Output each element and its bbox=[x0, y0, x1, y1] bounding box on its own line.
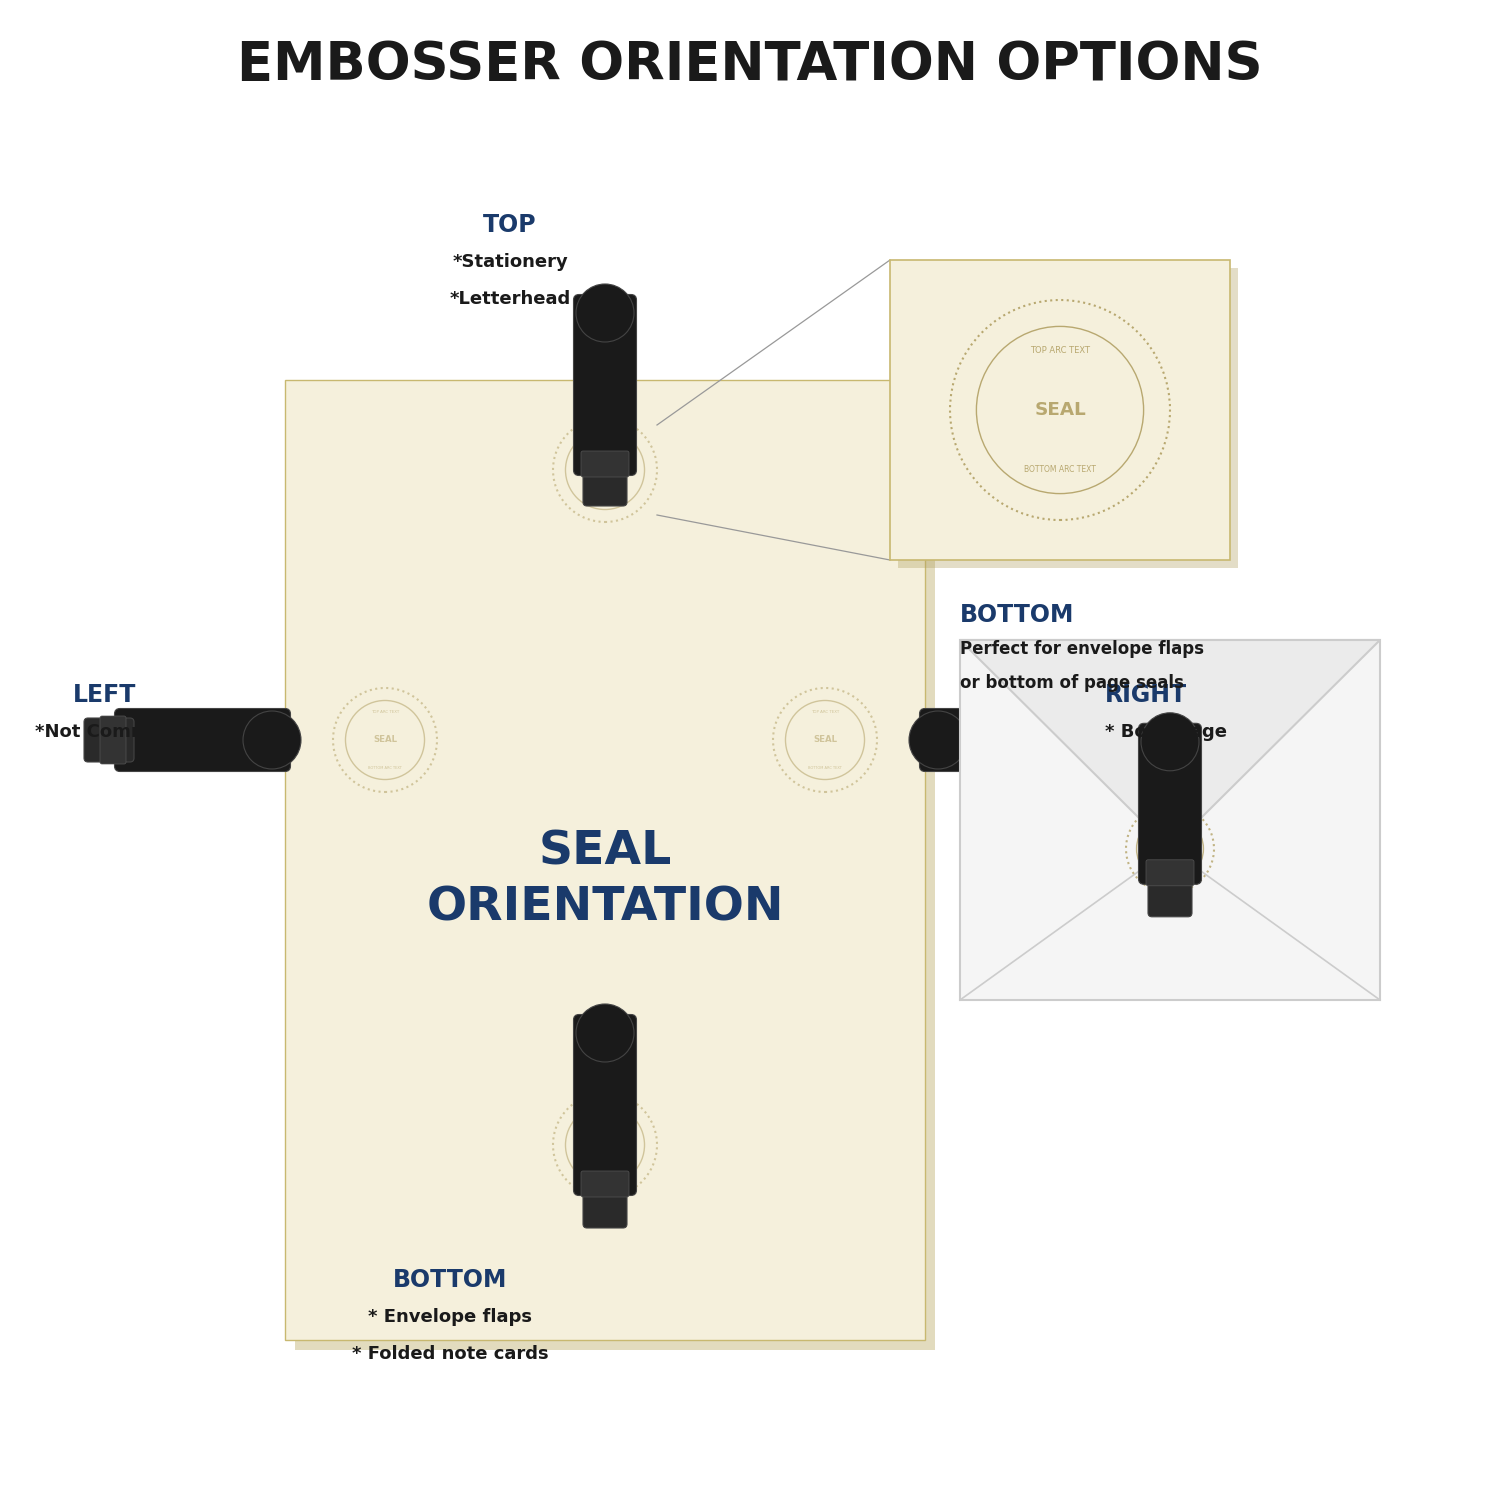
Circle shape bbox=[567, 432, 644, 508]
Circle shape bbox=[1138, 816, 1202, 880]
FancyBboxPatch shape bbox=[296, 390, 934, 1350]
Circle shape bbox=[576, 1004, 634, 1062]
FancyBboxPatch shape bbox=[890, 260, 1230, 560]
Text: * Envelope flaps: * Envelope flaps bbox=[368, 1308, 532, 1326]
Text: SEAL
ORIENTATION: SEAL ORIENTATION bbox=[426, 830, 784, 930]
Circle shape bbox=[243, 711, 302, 770]
Text: BOTTOM ARC TEXT: BOTTOM ARC TEXT bbox=[368, 766, 402, 770]
Text: SEAL: SEAL bbox=[374, 735, 398, 744]
Text: SEAL: SEAL bbox=[1034, 400, 1086, 418]
Text: TOP ARC TEXT: TOP ARC TEXT bbox=[812, 710, 838, 714]
Polygon shape bbox=[960, 640, 1380, 849]
Circle shape bbox=[346, 702, 423, 778]
Text: TOP: TOP bbox=[483, 213, 537, 237]
Text: TOP ARC TEXT: TOP ARC TEXT bbox=[591, 1114, 620, 1119]
FancyBboxPatch shape bbox=[1146, 859, 1194, 886]
Text: * Book page: * Book page bbox=[1106, 723, 1227, 741]
Text: TOP ARC TEXT: TOP ARC TEXT bbox=[1030, 346, 1090, 355]
FancyBboxPatch shape bbox=[580, 1172, 628, 1197]
Text: LEFT: LEFT bbox=[74, 682, 136, 706]
Circle shape bbox=[980, 330, 1140, 490]
Text: RIGHT: RIGHT bbox=[1106, 682, 1186, 706]
Text: *Not Common: *Not Common bbox=[34, 723, 176, 741]
Text: SEAL: SEAL bbox=[592, 465, 616, 474]
FancyBboxPatch shape bbox=[84, 718, 134, 762]
Text: SEAL: SEAL bbox=[592, 1140, 616, 1149]
Text: SEAL: SEAL bbox=[1160, 846, 1180, 852]
Text: Perfect for envelope flaps: Perfect for envelope flaps bbox=[960, 640, 1204, 658]
Circle shape bbox=[1142, 712, 1198, 771]
Circle shape bbox=[576, 284, 634, 342]
Text: BOTTOM ARC TEXT: BOTTOM ARC TEXT bbox=[1154, 870, 1186, 874]
Text: *Letterhead: *Letterhead bbox=[450, 290, 570, 308]
FancyBboxPatch shape bbox=[573, 1014, 636, 1196]
FancyBboxPatch shape bbox=[584, 1178, 627, 1228]
Text: EMBOSSER ORIENTATION OPTIONS: EMBOSSER ORIENTATION OPTIONS bbox=[237, 39, 1263, 92]
FancyBboxPatch shape bbox=[1076, 718, 1126, 762]
FancyBboxPatch shape bbox=[1083, 716, 1108, 764]
Circle shape bbox=[788, 702, 862, 778]
Text: * Folded note cards: * Folded note cards bbox=[351, 1346, 549, 1364]
FancyBboxPatch shape bbox=[114, 708, 291, 771]
Text: SEAL: SEAL bbox=[813, 735, 837, 744]
Text: TOP ARC TEXT: TOP ARC TEXT bbox=[370, 710, 399, 714]
Text: BOTTOM: BOTTOM bbox=[393, 1268, 507, 1292]
Text: *Stationery: *Stationery bbox=[452, 254, 568, 272]
FancyBboxPatch shape bbox=[584, 456, 627, 506]
Text: BOTTOM ARC TEXT: BOTTOM ARC TEXT bbox=[808, 766, 842, 770]
Text: BOTTOM ARC TEXT: BOTTOM ARC TEXT bbox=[588, 496, 622, 500]
FancyBboxPatch shape bbox=[920, 708, 1095, 771]
FancyBboxPatch shape bbox=[1148, 867, 1192, 916]
FancyBboxPatch shape bbox=[285, 380, 926, 1340]
Circle shape bbox=[909, 711, 968, 770]
FancyBboxPatch shape bbox=[960, 640, 1380, 1000]
FancyBboxPatch shape bbox=[898, 268, 1238, 568]
Text: or bottom of page seals: or bottom of page seals bbox=[960, 674, 1184, 692]
Text: TOP ARC TEXT: TOP ARC TEXT bbox=[1158, 824, 1182, 827]
FancyBboxPatch shape bbox=[100, 716, 126, 764]
Circle shape bbox=[567, 1107, 644, 1184]
Text: BOTTOM ARC TEXT: BOTTOM ARC TEXT bbox=[588, 1172, 622, 1174]
FancyBboxPatch shape bbox=[580, 452, 628, 477]
FancyBboxPatch shape bbox=[1138, 723, 1202, 885]
Text: BOTTOM: BOTTOM bbox=[960, 603, 1074, 627]
FancyBboxPatch shape bbox=[573, 294, 636, 476]
Text: BOTTOM ARC TEXT: BOTTOM ARC TEXT bbox=[1024, 465, 1096, 474]
Text: TOP ARC TEXT: TOP ARC TEXT bbox=[591, 440, 620, 444]
